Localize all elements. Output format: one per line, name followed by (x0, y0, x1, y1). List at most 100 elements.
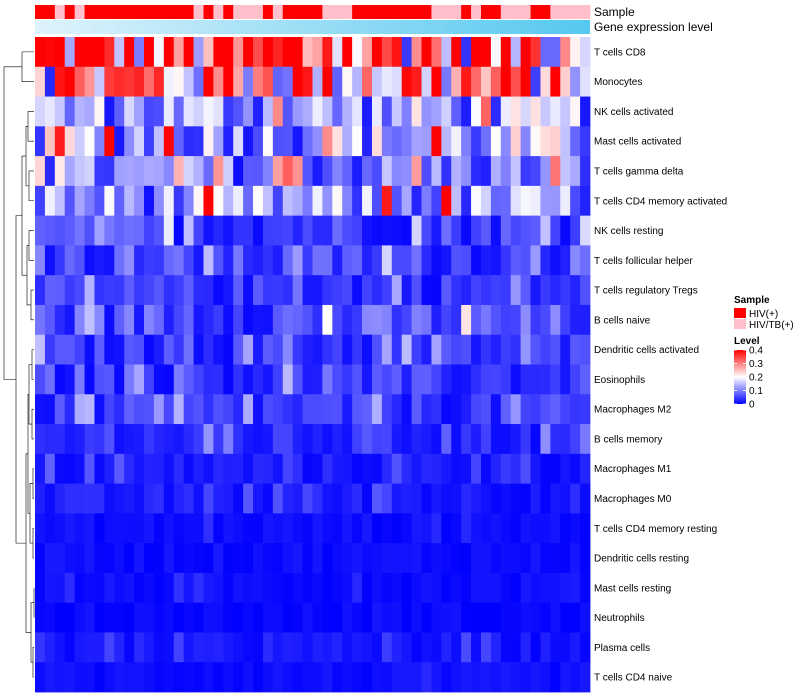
heatmap-cell (54, 275, 66, 306)
heatmap-cell (84, 483, 95, 514)
heatmap-cell (104, 662, 115, 693)
heatmap-cell (203, 572, 214, 604)
heatmap-cell (550, 543, 561, 574)
heatmap-cell (451, 662, 462, 693)
heatmap-cell (530, 602, 541, 633)
heatmap-cell (342, 66, 353, 97)
heatmap-cell (253, 572, 264, 604)
heatmap-cell (471, 424, 482, 455)
heatmap-cell (153, 245, 165, 276)
heatmap-cell (540, 513, 551, 544)
heatmap-cell (104, 453, 115, 484)
heatmap-cell (441, 275, 452, 306)
heatmap-cell (114, 364, 125, 395)
heatmap-cell (570, 543, 581, 574)
heatmap-cell (500, 424, 512, 455)
heatmap-cell (530, 245, 541, 276)
heatmap-cell (332, 632, 343, 663)
heatmap-cell (540, 483, 551, 514)
heatmap-cell (490, 156, 502, 187)
heatmap-cell (213, 96, 224, 127)
heatmap-cell (144, 156, 155, 187)
heatmap-cell (144, 572, 155, 604)
heatmap-cell (124, 275, 135, 306)
heatmap-cell (84, 602, 95, 633)
heatmap-cell (352, 543, 363, 574)
heatmap-cell (371, 394, 383, 425)
heatmap-cell (431, 275, 442, 306)
heatmap-cell (431, 453, 442, 484)
heatmap-cell (282, 483, 294, 514)
heatmap-cell (243, 156, 254, 187)
heatmap-cell (134, 334, 145, 365)
sample-annotation-cell (173, 5, 185, 19)
heatmap-cell (391, 156, 403, 187)
heatmap-cell (411, 424, 422, 455)
heatmap-cell (322, 424, 333, 455)
heatmap-cell (302, 662, 313, 693)
heatmap-cell (262, 96, 274, 127)
heatmap-cell (54, 185, 66, 217)
heatmap-cell (461, 156, 472, 187)
heatmap-cell (461, 334, 472, 365)
heatmap-cell (312, 602, 323, 633)
heatmap-cell (84, 275, 95, 306)
heatmap-cell (520, 364, 531, 395)
heatmap-cell (490, 572, 502, 604)
sample-annotation-cell (203, 5, 214, 19)
heatmap-cell (262, 543, 274, 574)
heatmap-cell (282, 662, 294, 693)
sample-annotation-cell (431, 5, 442, 19)
heatmap-cell (431, 215, 442, 246)
heatmap-cell (362, 275, 373, 306)
heatmap-cell (510, 245, 522, 276)
heatmap-cell (272, 364, 284, 395)
heatmap-cell (451, 334, 462, 365)
sample-annotation-cell (94, 5, 105, 19)
heatmap-cell (94, 37, 105, 68)
heatmap-cell (431, 304, 442, 336)
heatmap-cell (540, 304, 551, 336)
heatmap-cell (411, 602, 422, 633)
heatmap-cell (500, 483, 512, 514)
heatmap-cell (381, 394, 393, 425)
heatmap-cell (362, 215, 373, 246)
heatmap-cell (342, 37, 353, 68)
heatmap-cell (253, 275, 264, 306)
heatmap-cell (421, 394, 432, 425)
heatmap-cell (253, 126, 264, 157)
heatmap-cell (35, 245, 46, 276)
heatmap-cell (144, 632, 155, 663)
heatmap-cell (262, 66, 274, 97)
heatmap-cell (203, 483, 214, 514)
heatmap-cell (580, 66, 591, 97)
heatmap-cell (292, 662, 303, 693)
heatmap-cell (114, 156, 125, 187)
heatmap-cell (292, 602, 303, 633)
heatmap-cell (550, 215, 561, 246)
heatmap-cell (233, 126, 244, 157)
heatmap-cell (213, 66, 224, 97)
heatmap-cell (134, 632, 145, 663)
heatmap-cell (431, 66, 442, 97)
row-label: Dendritic cells resting (594, 554, 689, 565)
heatmap-cell (272, 126, 284, 157)
heatmap-cell (153, 632, 165, 663)
heatmap-cell (74, 662, 85, 693)
heatmap-cell (391, 453, 403, 484)
heatmap-cell (302, 632, 313, 663)
heatmap-cell (461, 96, 472, 127)
heatmap-cell (490, 245, 502, 276)
legend-level-ticks: 0.4 0.3 0.2 0.1 0 (734, 346, 763, 411)
sample-annotation-cell (371, 5, 383, 19)
heatmap-cell (500, 394, 512, 425)
heatmap-cell (570, 453, 581, 484)
heatmap-cell (471, 453, 482, 484)
heatmap-cell (451, 513, 462, 544)
heatmap-cell (332, 96, 343, 127)
heatmap-cell (163, 662, 175, 693)
heatmap-cell (203, 602, 214, 633)
heatmap-cell (74, 632, 85, 663)
heatmap-cell (441, 543, 452, 574)
